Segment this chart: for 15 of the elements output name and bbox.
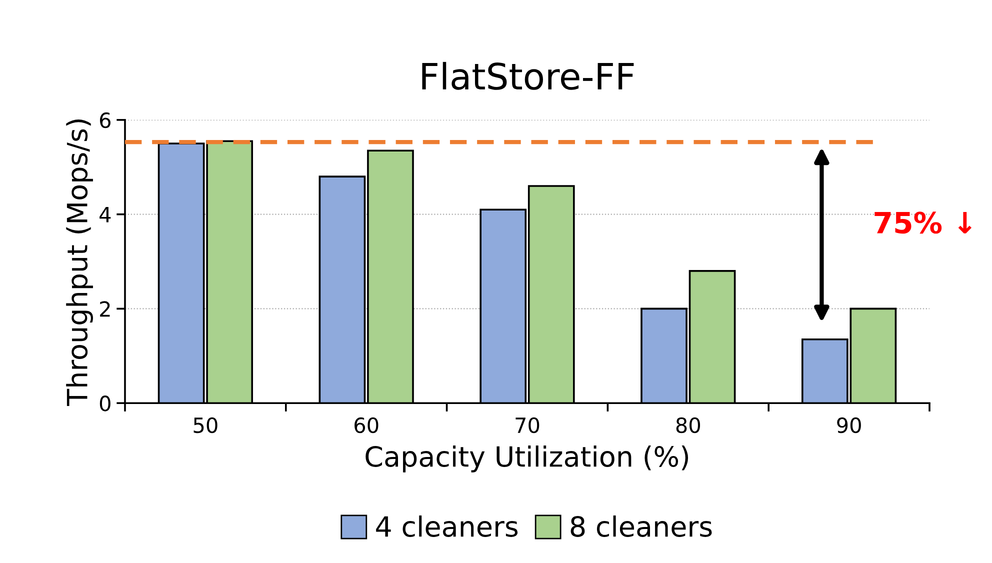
y-axis-title: Throughput (Mops/s) — [66, 120, 93, 406]
x-tick-label: 60 — [354, 417, 378, 434]
legend-label: 4 cleaners — [376, 515, 518, 537]
y-tick-label: 4 — [100, 207, 111, 222]
x-tick-label: 70 — [516, 417, 540, 434]
y-tick-label: 2 — [100, 301, 110, 317]
legend-label: 8 cleaners — [570, 515, 712, 537]
x-tick-label: 80 — [676, 417, 700, 434]
chart-title: FlatStore-FF — [422, 62, 634, 90]
annotation: 75% ↓ — [874, 212, 972, 234]
y-tick-label: 6 — [100, 112, 110, 128]
x-axis-title: Capacity Utilization (%) — [366, 445, 688, 472]
x-tick-label: 50 — [194, 417, 218, 434]
x-tick-label: 90 — [837, 417, 861, 434]
y-tick-label: 0 — [100, 396, 110, 412]
